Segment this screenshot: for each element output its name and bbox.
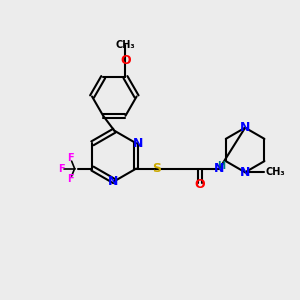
- Text: N: N: [240, 166, 250, 179]
- Text: N: N: [108, 175, 118, 188]
- Text: F: F: [67, 174, 74, 184]
- Text: CH₃: CH₃: [116, 40, 135, 50]
- Text: H: H: [217, 160, 225, 171]
- Text: F: F: [58, 164, 64, 174]
- Text: O: O: [195, 178, 206, 191]
- Text: N: N: [240, 121, 250, 134]
- Text: S: S: [152, 162, 161, 175]
- Text: F: F: [67, 153, 74, 163]
- Text: O: O: [120, 54, 131, 67]
- Text: N: N: [214, 162, 225, 175]
- Text: N: N: [133, 137, 143, 150]
- Text: CH₃: CH₃: [266, 167, 286, 177]
